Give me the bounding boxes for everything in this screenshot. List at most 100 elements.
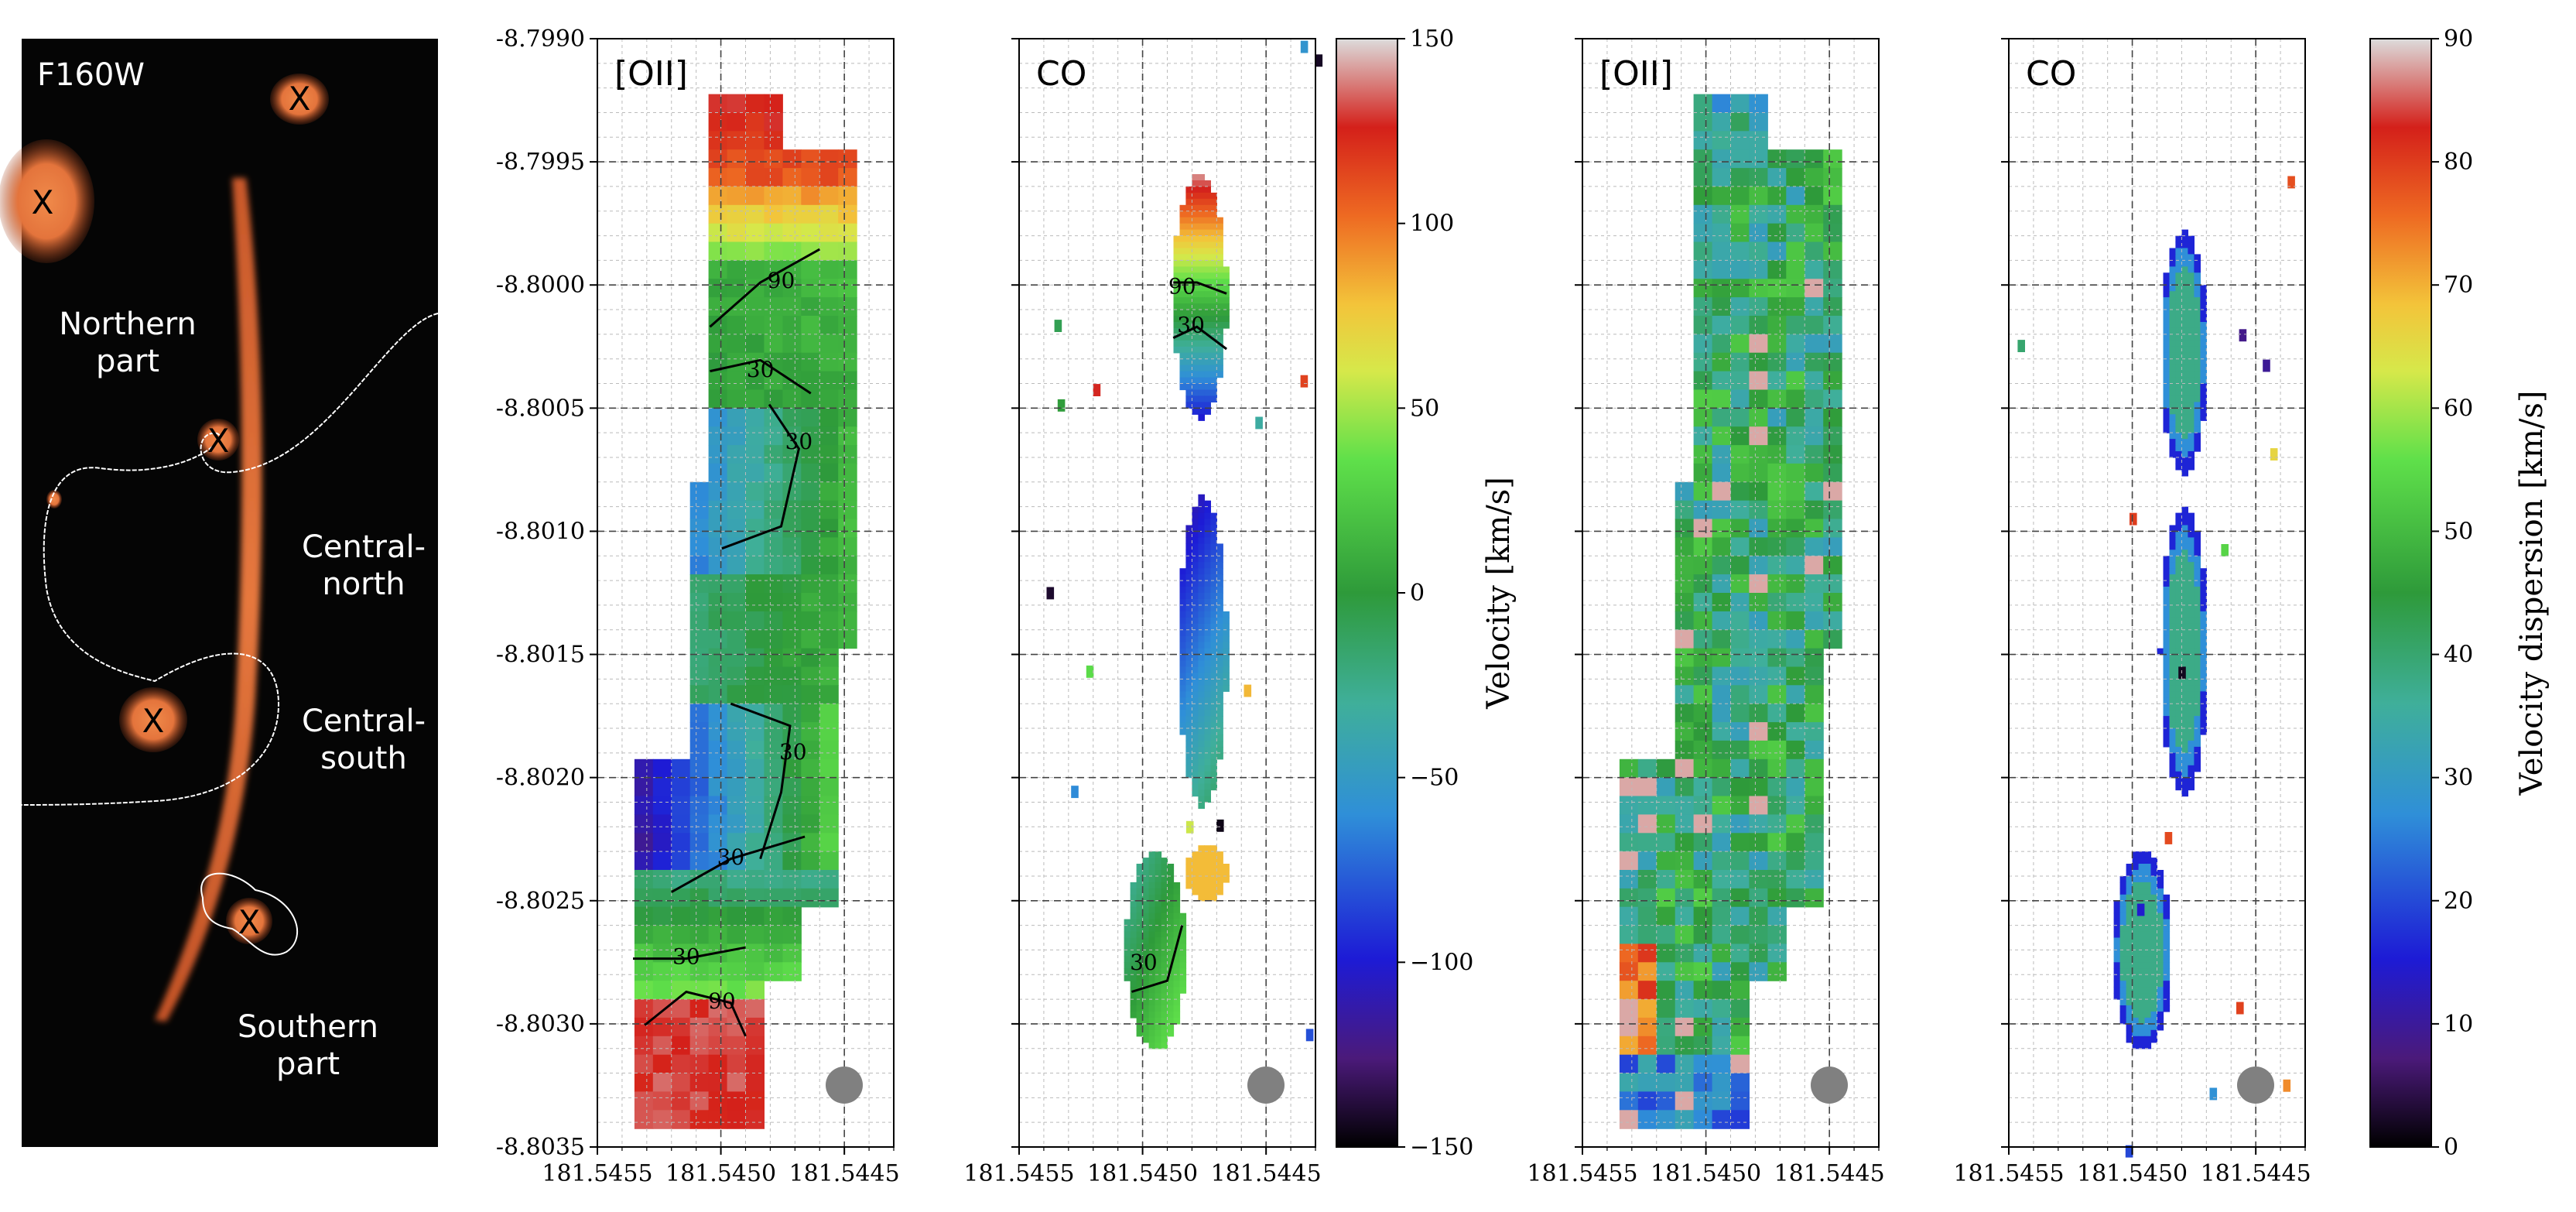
colorbar-tick-label: 20 — [2444, 888, 2473, 915]
map-pixel — [819, 241, 839, 261]
map-pixel — [2138, 1017, 2146, 1025]
map-pixel — [1210, 358, 1217, 366]
map-pixel — [2181, 642, 2188, 649]
map-pixel — [1223, 864, 1230, 871]
map-pixel — [1805, 168, 1824, 187]
map-pixel — [2194, 691, 2201, 698]
map-pixel — [819, 666, 839, 686]
map-pixel — [2181, 389, 2188, 397]
map-pixel — [1216, 352, 1223, 360]
map-pixel — [838, 316, 857, 335]
map-pixel — [1712, 500, 1732, 520]
map-pixel — [1767, 648, 1787, 668]
map-pixel — [801, 408, 820, 427]
map-pixel — [2163, 580, 2171, 587]
map-pixel — [1185, 876, 1192, 883]
map-panel-3: [OII]181.5455 181.5450 181.5445 — [1527, 38, 1885, 1187]
map-pixel — [1786, 537, 1805, 556]
map-pixel — [2181, 451, 2188, 458]
map-pixel — [1198, 512, 1205, 520]
map-pixel — [1216, 623, 1223, 631]
map-pixel — [2175, 358, 2182, 366]
map-pixel — [1136, 888, 1144, 895]
map-pixel — [727, 94, 747, 114]
map-pixel — [2194, 531, 2201, 538]
map-pixel — [1693, 758, 1713, 779]
map-pixel — [1142, 974, 1150, 981]
map-pixel — [1805, 389, 1824, 409]
map-pixel — [2194, 758, 2201, 766]
map-pixel — [1656, 1073, 1676, 1092]
map-pixel — [727, 1073, 747, 1092]
map-pixel — [2188, 272, 2195, 279]
map-pixel — [819, 574, 839, 594]
map-pixel — [801, 500, 820, 520]
map-pixel — [1805, 334, 1824, 354]
map-pixel — [1179, 974, 1187, 981]
map-pixel — [1749, 131, 1768, 150]
map-pixel — [745, 777, 765, 797]
map-pixel — [1786, 870, 1805, 889]
map-pixel — [1730, 999, 1750, 1019]
map-pixel — [1179, 937, 1187, 945]
map-pixel — [2175, 279, 2182, 286]
map-pixel — [1216, 851, 1223, 858]
map-pixel — [2200, 673, 2207, 680]
map-pixel — [1786, 574, 1805, 594]
map-pixel — [819, 740, 839, 760]
map-pixel — [1693, 279, 1713, 298]
map-pixel — [2017, 340, 2025, 352]
map-pixel — [1712, 408, 1732, 427]
map-pixel — [727, 1017, 747, 1037]
map-pixel — [2175, 426, 2182, 433]
map-pixel — [1216, 746, 1223, 754]
map-pixel — [1204, 291, 1211, 298]
map-pixel — [2181, 562, 2188, 569]
map-pixel — [1786, 334, 1805, 354]
map-pixel — [2150, 950, 2158, 957]
map-pixel — [1179, 611, 1187, 618]
map-pixel — [2200, 285, 2207, 292]
map-pixel — [2194, 291, 2201, 298]
map-pixel — [708, 611, 728, 631]
map-pixel — [1155, 851, 1162, 858]
map-pixel — [2175, 389, 2182, 397]
map-pixel — [727, 593, 747, 612]
map-pixel — [2119, 981, 2127, 988]
map-pixel — [819, 796, 839, 815]
map-pixel — [2181, 611, 2188, 618]
map-pixel — [2132, 1036, 2140, 1043]
map-pixel — [1730, 722, 1750, 741]
map-pixel — [1216, 334, 1223, 341]
map-pixel — [2178, 666, 2186, 680]
map-pixel — [838, 537, 857, 556]
map-pixel — [2138, 1005, 2146, 1012]
map-pixel — [1223, 285, 1230, 292]
map-pixel — [1204, 371, 1211, 378]
map-pixel — [1693, 556, 1713, 575]
map-pixel — [1161, 858, 1168, 864]
map-pixel — [708, 371, 728, 391]
map-pixel — [1216, 882, 1223, 889]
map-pixel — [838, 426, 857, 446]
map-pixel — [1216, 648, 1223, 656]
map-pixel — [727, 1110, 747, 1129]
map-pixel — [2175, 395, 2182, 402]
map-pixel — [2169, 752, 2177, 760]
map-pixel — [819, 593, 839, 612]
map-pixel — [2175, 457, 2182, 464]
map-pixel — [1130, 906, 1137, 914]
map-pixel — [1198, 389, 1205, 397]
map-pixel — [1179, 968, 1187, 975]
map-pixel — [1300, 40, 1309, 53]
map-pixel — [2200, 599, 2207, 606]
map-pixel — [1637, 1073, 1657, 1092]
map-pixel — [2150, 981, 2158, 988]
map-pixel — [2194, 746, 2201, 754]
contour-line — [710, 358, 812, 395]
map-pixel — [1730, 352, 1750, 372]
map-pixel — [801, 611, 820, 631]
map-pixel — [1223, 642, 1230, 649]
map-pixel — [1712, 297, 1732, 317]
